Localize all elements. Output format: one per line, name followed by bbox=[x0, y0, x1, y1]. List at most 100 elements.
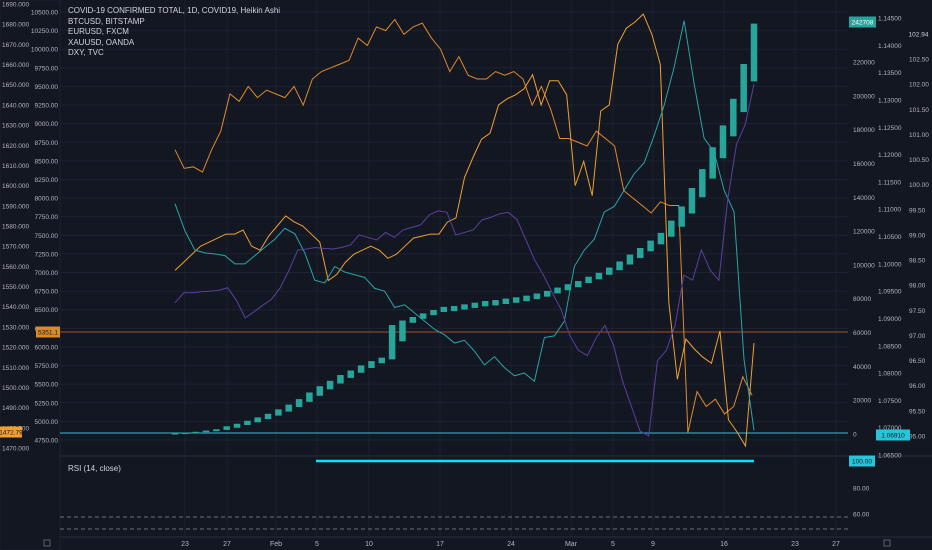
xau-tick-label: 1470.000 bbox=[2, 446, 29, 453]
covid-candle bbox=[440, 306, 448, 312]
xau-tick-label: 1680.000 bbox=[2, 22, 29, 29]
dxy-last-badge[interactable] bbox=[905, 28, 932, 40]
dxy-tick-label: 99.50 bbox=[909, 207, 926, 214]
xau-tick-label: 1510.000 bbox=[2, 365, 29, 372]
time-tick-label: 16 bbox=[720, 541, 728, 548]
dxy-tick-label: 100.50 bbox=[909, 157, 929, 164]
eur-tick-label: 1.10000 bbox=[878, 261, 902, 268]
btc-tick-label: 8000.00 bbox=[35, 196, 59, 203]
covid-candle bbox=[244, 420, 251, 426]
dxy-tick-label: 100.00 bbox=[909, 182, 929, 189]
series-layer bbox=[60, 13, 848, 530]
covid-candle bbox=[637, 248, 644, 259]
dxy-tick-label: 101.00 bbox=[909, 132, 929, 139]
rsi-legend[interactable]: RSI (14, close) bbox=[68, 464, 121, 473]
btc-tick-label: 5250.00 bbox=[35, 400, 59, 407]
covid-candle bbox=[533, 293, 541, 300]
covid-candle bbox=[357, 365, 365, 373]
covid-candle bbox=[295, 399, 303, 407]
legend-eur[interactable]: EURUSD, FXCM bbox=[68, 27, 129, 36]
btc-tick-label: 8750.00 bbox=[35, 140, 59, 147]
btc-tick-label: 8250.00 bbox=[35, 177, 59, 184]
eur-line bbox=[174, 20, 755, 431]
covid-candle bbox=[719, 125, 727, 159]
xau-tick-label: 1530.000 bbox=[2, 324, 29, 331]
btc-tick-label: 6750.00 bbox=[35, 289, 59, 296]
dxy-tick-label: 96.50 bbox=[909, 358, 926, 365]
time-tick-label: 5 bbox=[315, 541, 319, 548]
dxy-tick-label: 102.50 bbox=[909, 57, 929, 64]
eur-tick-label: 1.08500 bbox=[878, 343, 902, 350]
covid-candle bbox=[699, 169, 706, 198]
eur-tick-label: 1.14500 bbox=[878, 16, 902, 23]
covid-candle bbox=[678, 206, 685, 227]
covid-candle bbox=[285, 404, 292, 412]
covid-candle bbox=[523, 295, 530, 302]
dxy-tick-label: 97.50 bbox=[909, 308, 926, 315]
covid-candle bbox=[616, 261, 623, 271]
covid-candle bbox=[750, 23, 758, 82]
covid-candle bbox=[543, 290, 551, 297]
left-price-axis[interactable] bbox=[0, 0, 61, 550]
dxy-tick-label: 96.00 bbox=[909, 383, 926, 390]
covid-candle bbox=[740, 64, 747, 113]
covid-candle bbox=[626, 254, 634, 265]
xau-tick-label: 1650.000 bbox=[2, 82, 29, 89]
legend-btc[interactable]: BTCUSD, BITSTAMP bbox=[68, 16, 145, 26]
btc-last-badge[interactable] bbox=[36, 326, 60, 338]
covid-candle bbox=[388, 325, 396, 360]
time-tick-label: 5 bbox=[611, 541, 615, 548]
btc-tick-label: 10500.00 bbox=[31, 10, 58, 17]
covid-last-badge[interactable] bbox=[849, 16, 876, 28]
xau-tick-label: 1540.000 bbox=[2, 304, 29, 311]
legend-xau[interactable]: XAUUSD, OANDA bbox=[68, 37, 135, 47]
dxy-tick-label: 102.00 bbox=[909, 82, 929, 89]
btc-tick-label: 9250.00 bbox=[35, 103, 59, 110]
eur-tick-label: 1.13000 bbox=[878, 97, 902, 104]
eur-last-badge[interactable] bbox=[876, 429, 910, 441]
covid-candle bbox=[492, 300, 499, 306]
covid-candle bbox=[574, 281, 582, 288]
covid-candle bbox=[306, 392, 313, 402]
xau-last-badge-text: 1472.79 bbox=[0, 430, 23, 437]
covid-candle bbox=[171, 433, 179, 435]
btc-tick-label: 9500.00 bbox=[35, 84, 59, 91]
eur-tick-label: 1.09500 bbox=[878, 289, 902, 296]
covid-candle bbox=[182, 432, 189, 435]
xau-last-badge[interactable] bbox=[0, 426, 22, 438]
dxy-tick-label: 98.50 bbox=[909, 258, 926, 265]
eur-tick-label: 1.06500 bbox=[878, 453, 902, 460]
dxy-tick-label: 98.00 bbox=[909, 283, 926, 290]
btc-tick-label: 4750.00 bbox=[35, 438, 59, 445]
xau-tick-label: 1590.000 bbox=[2, 203, 29, 210]
eur-tick-label: 1.07000 bbox=[878, 425, 902, 432]
covid-tick-label: 80000 bbox=[853, 296, 871, 303]
autoscale-icon[interactable] bbox=[883, 539, 891, 547]
rsi-tick-label: 80.00 bbox=[853, 486, 870, 493]
xau-tick-label: 1660.000 bbox=[2, 62, 29, 69]
xau-tick-label: 1570.000 bbox=[2, 244, 29, 251]
xau-tick-label: 1600.000 bbox=[2, 183, 29, 190]
btc-tick-label: 5000.00 bbox=[35, 419, 59, 426]
chart-settings-icon[interactable] bbox=[43, 539, 51, 547]
legend-dxy[interactable]: DXY, TVC bbox=[68, 48, 104, 57]
btc-tick-label: 7000.00 bbox=[35, 270, 59, 277]
btc-last-badge-text: 5351.1 bbox=[38, 330, 58, 337]
eur-tick-label: 1.13500 bbox=[878, 70, 902, 77]
btc-tick-label: 10000.00 bbox=[31, 47, 58, 54]
covid-candle bbox=[564, 284, 572, 291]
eur-tick-label: 1.14000 bbox=[878, 43, 902, 50]
rsi-value-badge[interactable] bbox=[849, 455, 875, 467]
btc-tick-label: 6500.00 bbox=[35, 307, 59, 314]
eur-tick-label: 1.12500 bbox=[878, 125, 902, 132]
legend-title[interactable]: COVID-19 CONFIRMED TOTAL, 1D, COVID19, H… bbox=[68, 6, 281, 15]
covid-candle bbox=[730, 98, 737, 137]
rsi-tick-label: 60.00 bbox=[853, 512, 870, 519]
btc-tick-label: 5500.00 bbox=[35, 382, 59, 389]
time-tick-label: 23 bbox=[181, 541, 189, 548]
covid-candle bbox=[419, 313, 427, 319]
xau-tick-label: 1630.000 bbox=[2, 123, 29, 130]
btc-tick-label: 5750.00 bbox=[35, 363, 59, 370]
